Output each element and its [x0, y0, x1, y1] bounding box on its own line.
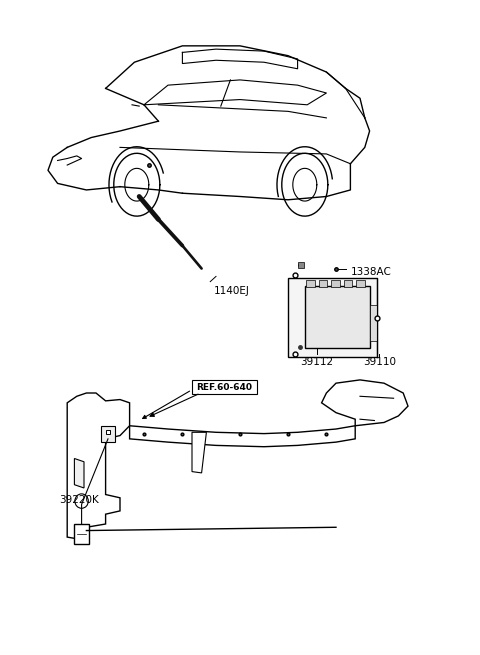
Bar	[306, 280, 315, 287]
Polygon shape	[67, 393, 130, 540]
FancyBboxPatch shape	[288, 278, 377, 357]
Polygon shape	[130, 426, 355, 447]
Text: 39110: 39110	[363, 357, 396, 367]
Text: REF.60-640: REF.60-640	[196, 383, 252, 392]
Bar	[101, 426, 115, 442]
Polygon shape	[322, 380, 408, 426]
Bar	[370, 305, 377, 341]
Bar	[356, 280, 365, 287]
Bar	[319, 280, 327, 287]
Text: 1338AC: 1338AC	[350, 267, 391, 277]
FancyBboxPatch shape	[305, 286, 370, 348]
Ellipse shape	[75, 494, 88, 508]
Polygon shape	[74, 458, 84, 488]
Polygon shape	[192, 432, 206, 473]
Bar	[74, 524, 89, 544]
Bar	[344, 280, 352, 287]
Bar	[192, 380, 257, 394]
Bar	[331, 280, 340, 287]
Text: 1140EJ: 1140EJ	[214, 286, 250, 297]
Text: 39220K: 39220K	[60, 495, 99, 504]
Text: 39112: 39112	[300, 357, 334, 367]
